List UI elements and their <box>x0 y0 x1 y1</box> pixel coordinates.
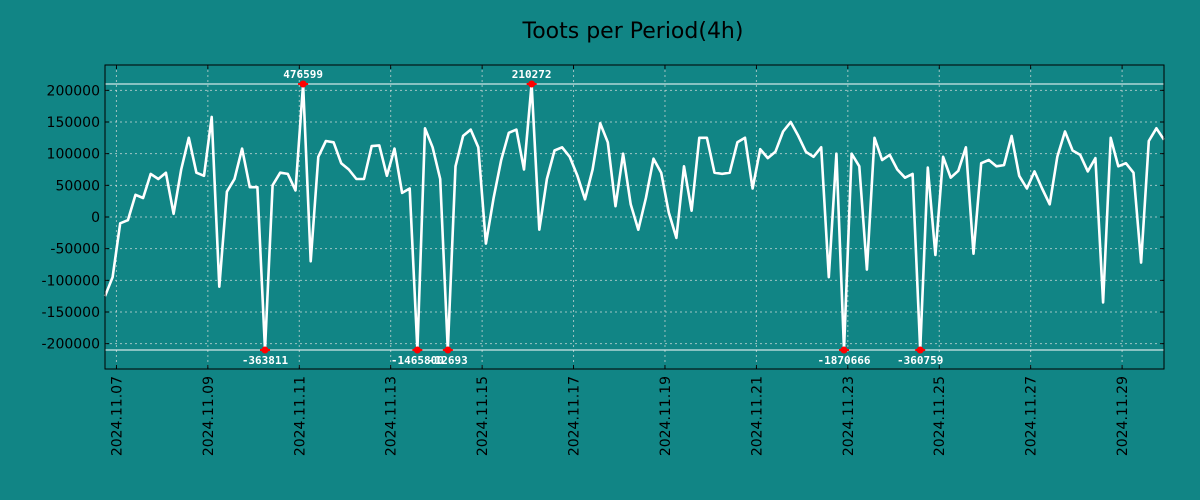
y-tick-label: -50000 <box>50 242 100 258</box>
annotation-label: 476599 <box>283 68 323 81</box>
annotation-marker <box>413 346 421 354</box>
annotation-label: -12693 <box>428 354 468 367</box>
annotation-marker <box>528 80 536 88</box>
y-tick-label: 100000 <box>47 147 100 163</box>
y-tick-label: 150000 <box>47 115 100 131</box>
marker-layer <box>259 80 926 354</box>
x-tick-label: 2024.11.25 <box>932 376 948 456</box>
annotation-marker <box>444 346 452 354</box>
grid <box>105 65 1164 369</box>
x-tick-label: 2024.11.09 <box>201 376 217 456</box>
x-tick-label: 2024.11.21 <box>749 376 765 456</box>
y-tick-label: 200000 <box>47 83 100 99</box>
x-tick-label: 2024.11.23 <box>841 376 857 456</box>
chart-title: Toots per Period(4h) <box>522 19 744 44</box>
x-tick-label: 2024.11.17 <box>567 376 583 456</box>
annotation-marker <box>261 346 269 354</box>
annotation-marker <box>840 346 848 354</box>
annotation-marker <box>916 346 924 354</box>
annotation-label: -360759 <box>897 354 943 367</box>
y-tick-label: -100000 <box>42 273 101 289</box>
x-tick-label: 2024.11.19 <box>658 376 674 456</box>
y-tick-label: 0 <box>91 210 100 226</box>
annotation-label: -1870666 <box>818 354 871 367</box>
annotation-label: -363811 <box>242 354 289 367</box>
y-tick-label: -150000 <box>42 305 101 321</box>
x-tick-label: 2024.11.13 <box>384 376 400 456</box>
annotation-label: 210272 <box>512 68 552 81</box>
x-tick-label: 2024.11.07 <box>109 376 125 456</box>
annotation-marker <box>299 80 307 88</box>
x-axis: 2024.11.07 2024.11.09 2024.11.11 2024.11.13… <box>109 65 1131 456</box>
x-tick-label: 2024.11.15 <box>475 376 491 456</box>
x-tick-label: 2024.11.29 <box>1115 376 1131 456</box>
x-tick-label: 2024.11.11 <box>292 376 308 456</box>
y-tick-label: 50000 <box>55 178 100 194</box>
annotation-label: -1465800 <box>391 354 444 367</box>
y-tick-label: -200000 <box>42 337 101 353</box>
x-tick-label: 2024.11.27 <box>1024 376 1040 456</box>
y-axis: 200000 150000 100000 50000 0 -50000 -100000 -15… <box>42 83 1164 353</box>
clip-lines <box>105 83 1164 351</box>
annotation-layer: -363811 476599 -1465800-12693 210272 -187066… <box>242 68 944 367</box>
series-layer <box>103 82 1166 352</box>
series-line <box>103 82 1166 352</box>
